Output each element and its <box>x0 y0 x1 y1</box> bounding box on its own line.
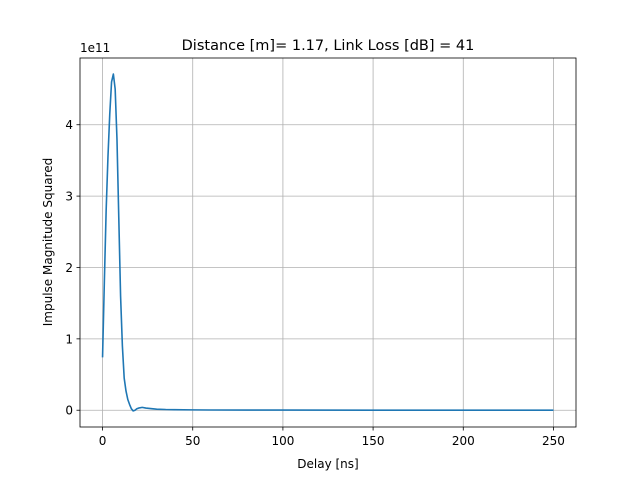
x-axis-label: Delay [ns] <box>297 457 358 471</box>
grid <box>80 58 576 427</box>
x-tick-label: 0 <box>99 434 107 448</box>
series-line <box>101 73 554 412</box>
y-axis-scale-factor: 1e11 <box>80 41 110 55</box>
series-layer <box>101 73 554 412</box>
plot-frame <box>79 57 577 428</box>
x-tick-label: 200 <box>452 434 475 448</box>
chart-title: Distance [m]= 1.17, Link Loss [dB] = 41 <box>182 38 475 54</box>
y-axis-label: Impulse Magnitude Squared <box>41 158 55 327</box>
y-tick-label: 0 <box>65 404 73 418</box>
y-tick-label: 2 <box>65 261 73 275</box>
x-tick-label: 100 <box>271 434 294 448</box>
y-tick-label: 3 <box>65 190 73 204</box>
x-tick-label: 50 <box>185 434 200 448</box>
x-axis-ticks: 0 50 100 150 200 250 <box>99 427 565 448</box>
y-axis-ticks: 0 1 2 3 4 <box>65 118 80 418</box>
y-tick-label: 4 <box>65 118 73 132</box>
y-tick-label: 1 <box>65 332 73 346</box>
x-tick-label: 150 <box>362 434 385 448</box>
x-tick-label: 250 <box>542 434 565 448</box>
